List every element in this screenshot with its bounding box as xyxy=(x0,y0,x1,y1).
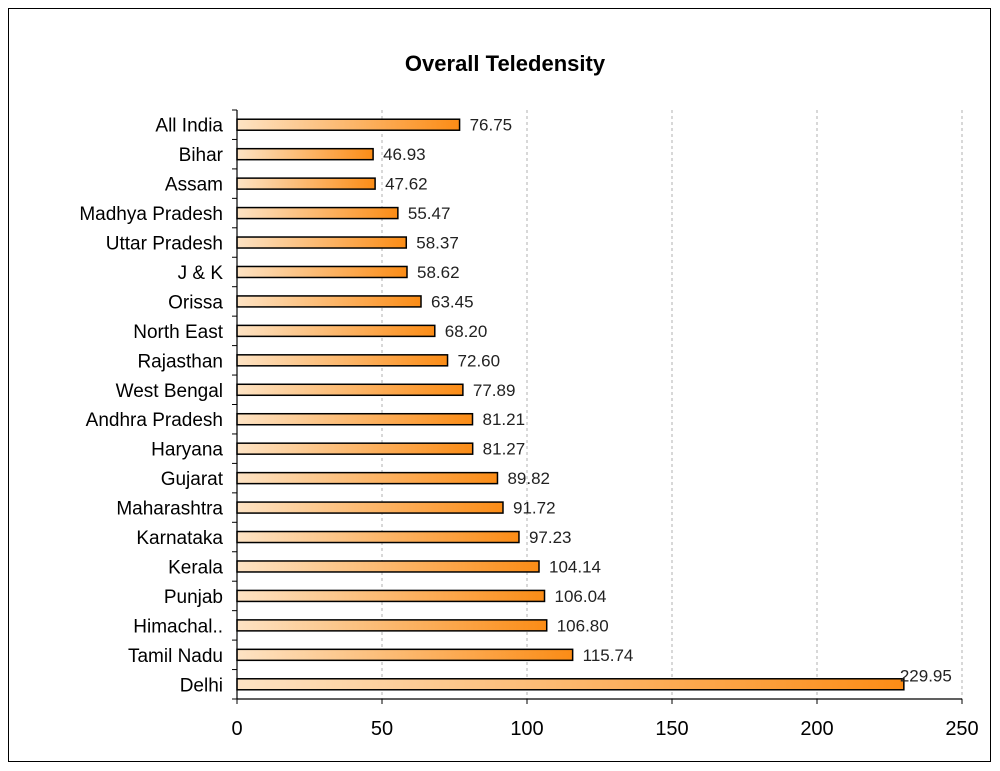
category-label: Maharashtra xyxy=(116,499,223,520)
bar-punjab xyxy=(236,589,546,603)
value-label: 81.21 xyxy=(483,410,526,429)
value-label: 47.62 xyxy=(385,175,428,194)
bar-haryana xyxy=(236,442,474,455)
value-label: 115.74 xyxy=(583,646,634,665)
bar-bihar xyxy=(236,147,374,161)
value-label: 104.14 xyxy=(549,557,601,576)
bar-west-bengal xyxy=(236,383,464,397)
x-tick-label: 100 xyxy=(510,718,543,740)
bar-all-india xyxy=(236,118,461,131)
x-tick-label: 50 xyxy=(371,718,393,740)
category-label: Punjab xyxy=(164,587,223,608)
bar-andhra-pradesh xyxy=(236,412,474,426)
value-label: 106.80 xyxy=(557,616,609,635)
value-label: 58.37 xyxy=(416,234,459,253)
bar-gujarat xyxy=(236,471,499,485)
value-label: 77.89 xyxy=(473,381,516,400)
bar-north-east xyxy=(236,324,436,338)
bar-uttar-pradesh xyxy=(236,236,408,249)
value-label: 229.95 xyxy=(900,666,952,685)
category-label: Assam xyxy=(165,175,223,196)
bar-assam xyxy=(236,177,376,190)
x-tick-label: 200 xyxy=(800,718,833,740)
category-label: All India xyxy=(155,116,223,137)
bar-j-k xyxy=(236,265,408,279)
category-label: Gujarat xyxy=(161,469,224,490)
x-tick-label: 150 xyxy=(655,718,688,740)
category-label: Kerala xyxy=(168,557,223,578)
value-label: 58.62 xyxy=(417,263,460,282)
category-label: West Bengal xyxy=(116,381,223,402)
chart-svg: Overall Teledensity 76.75 46.93 47.62 55.47… xyxy=(79,51,979,740)
x-tick-label: 0 xyxy=(231,718,242,740)
value-label: 72.60 xyxy=(458,351,501,370)
category-label: Rajasthan xyxy=(137,351,223,372)
bar-madhya-pradesh xyxy=(236,206,399,220)
bar-kerala xyxy=(236,560,540,573)
category-label: Madhya Pradesh xyxy=(79,204,223,225)
value-label: 81.27 xyxy=(483,440,526,459)
category-label: North East xyxy=(133,322,223,343)
category-label: Haryana xyxy=(151,440,223,461)
category-label: Karnataka xyxy=(136,528,223,549)
x-tick-label: 250 xyxy=(945,718,978,740)
bar-himachal- xyxy=(236,619,548,632)
value-label: 55.47 xyxy=(408,204,451,223)
value-label: 89.82 xyxy=(507,469,550,488)
axis-layer: All India Bihar Assam Madhya Pradesh Uttar P… xyxy=(79,109,979,740)
category-label: J & K xyxy=(178,263,224,284)
category-label: Delhi xyxy=(180,675,223,696)
chart-title: Overall Teledensity xyxy=(405,51,606,76)
bar-rajasthan xyxy=(236,354,449,367)
bar-karnataka xyxy=(236,530,520,544)
value-label: 97.23 xyxy=(529,528,572,547)
value-label: 68.20 xyxy=(445,322,488,341)
value-label: 76.75 xyxy=(470,116,513,135)
bars-layer: 76.75 46.93 47.62 55.47 58.37 58.62 63.45 68.20… xyxy=(236,116,952,691)
category-label: Orissa xyxy=(168,292,223,313)
chart-frame: Overall Teledensity 76.75 46.93 47.62 55.47… xyxy=(8,8,991,762)
category-label: Andhra Pradesh xyxy=(86,410,223,431)
bar-maharashtra xyxy=(236,501,504,514)
grid-layer xyxy=(381,110,963,699)
value-label: 91.72 xyxy=(513,499,556,518)
bar-tamil-nadu xyxy=(236,648,574,662)
value-label: 63.45 xyxy=(431,292,474,311)
bar-delhi xyxy=(236,678,905,691)
category-label: Bihar xyxy=(179,145,224,166)
value-label: 46.93 xyxy=(383,145,426,164)
category-label: Himachal.. xyxy=(133,616,223,637)
bar-orissa xyxy=(236,295,422,308)
category-label: Uttar Pradesh xyxy=(106,234,223,255)
category-label: Tamil Nadu xyxy=(128,646,223,667)
value-label: 106.04 xyxy=(555,587,607,606)
